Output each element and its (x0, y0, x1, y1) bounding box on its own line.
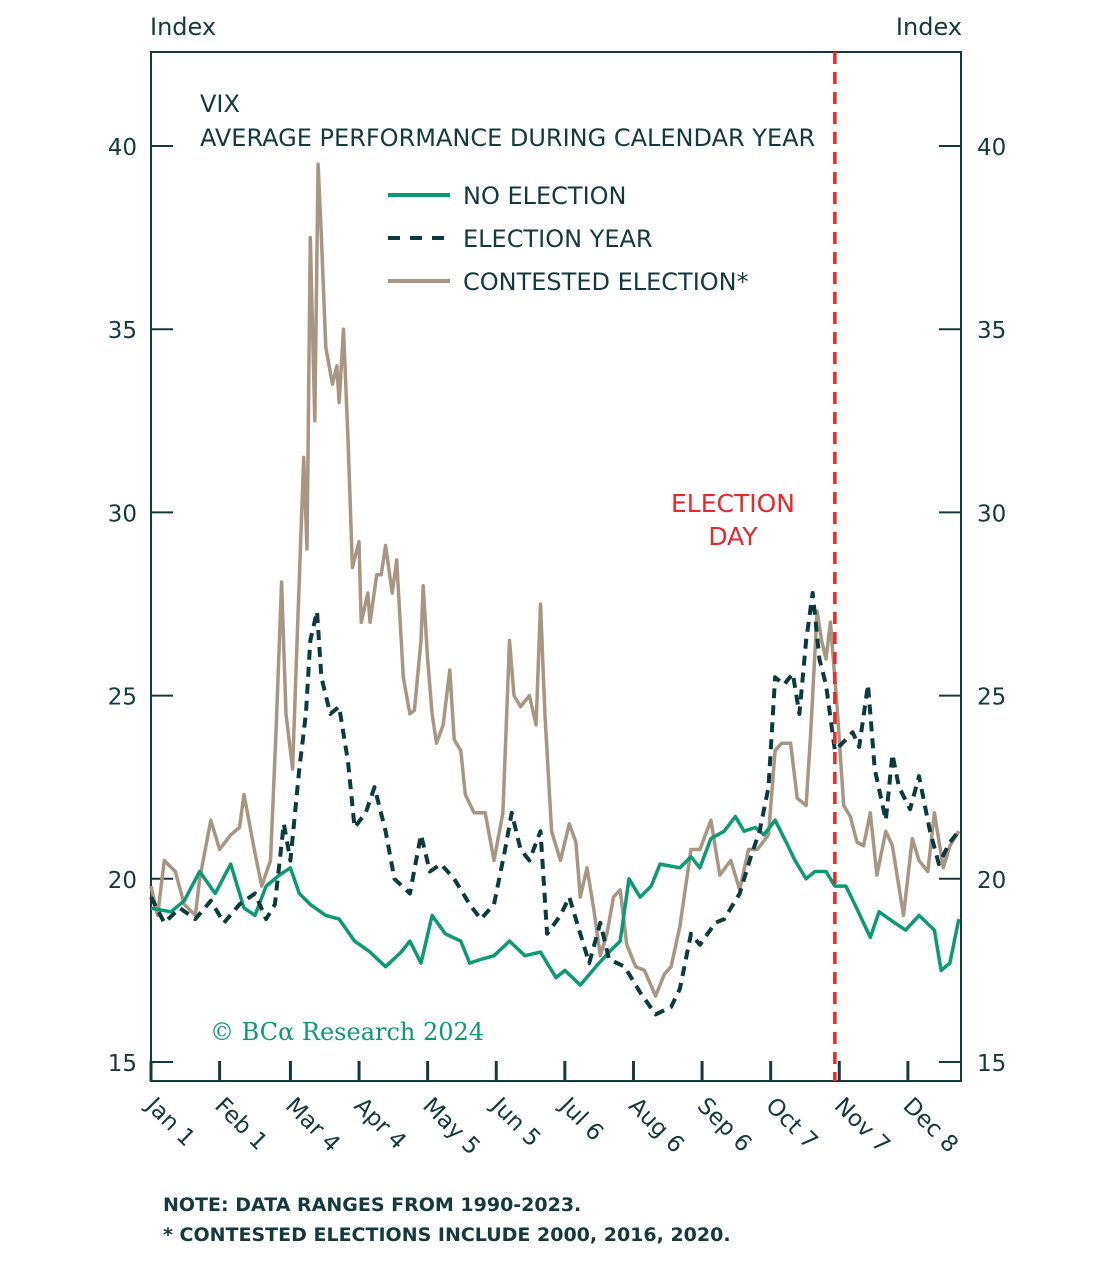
x-tick-label: Nov 7 (829, 1093, 895, 1159)
series-line-no-election (150, 814, 961, 987)
y-tick-label-right: 40 (977, 135, 1006, 161)
legend-label: NO ELECTION (463, 182, 627, 210)
x-tick-label: Jan 1 (139, 1091, 199, 1151)
y-tick-label-right: 20 (977, 868, 1006, 894)
x-tick-label: Jul 6 (553, 1091, 608, 1146)
watermark: © BCα Research 2024 (210, 1018, 484, 1046)
y-tick-label-left: 25 (108, 685, 137, 711)
series-line-contested-election (149, 162, 961, 998)
y-tick-label-right: 35 (977, 318, 1006, 344)
x-tick-label: Feb 1 (209, 1093, 272, 1156)
series-line-election-year (149, 591, 961, 1017)
x-tick-label: Mar 4 (280, 1093, 345, 1158)
y-tick-label-right: 15 (977, 1051, 1006, 1077)
note-line-2: * CONTESTED ELECTIONS INCLUDE 2000, 2016… (163, 1224, 731, 1246)
legend: NO ELECTION ELECTION YEAR CONTESTED ELECTI… (388, 182, 749, 296)
y-tick-label-left: 15 (108, 1051, 137, 1077)
x-tick-label: Sep 6 (692, 1093, 757, 1158)
x-tick-label: Dec 8 (898, 1093, 963, 1158)
chart-title: VIX (200, 90, 240, 118)
x-tick-label: Apr 4 (349, 1093, 411, 1155)
legend-label: ELECTION YEAR (463, 225, 653, 253)
y-tick-label-right: 25 (977, 685, 1006, 711)
x-tick-label: Aug 6 (623, 1093, 689, 1159)
chart-subtitle: AVERAGE PERFORMANCE DURING CALENDAR YEAR (200, 124, 815, 152)
legend-label: CONTESTED ELECTION* (463, 268, 749, 296)
x-tick-label: Oct 7 (760, 1093, 822, 1155)
y-axis-title-right: Index (896, 13, 962, 41)
y-tick-label-left: 35 (108, 318, 137, 344)
x-tick-label: Jun 5 (485, 1091, 546, 1152)
y-axis-title-left: Index (150, 13, 216, 41)
x-tick-label: May 5 (417, 1093, 485, 1161)
election-day-label-line2: DAY (708, 522, 758, 551)
y-tick-label-left: 30 (108, 501, 137, 527)
election-day-label-line1: ELECTION (671, 489, 795, 518)
y-tick-label-left: 20 (108, 868, 137, 894)
y-tick-label-right: 30 (977, 501, 1006, 527)
plot-frame (150, 51, 962, 1082)
y-tick-label-left: 40 (108, 135, 137, 161)
note-line-1: NOTE: DATA RANGES FROM 1990-2023. (163, 1194, 581, 1216)
